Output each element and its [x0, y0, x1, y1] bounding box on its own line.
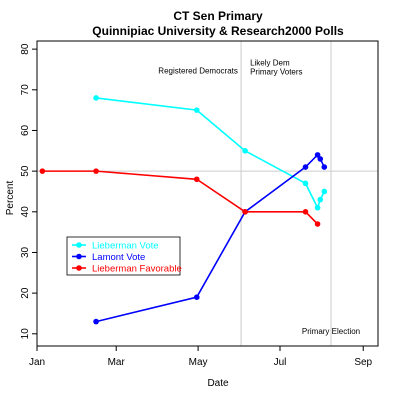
y-tick-label-20: 20	[20, 287, 31, 299]
data-point-lamont-vote-5	[314, 152, 321, 158]
data-point-lieberman-vote-3	[242, 148, 248, 154]
series-lamont-vote	[93, 152, 328, 325]
data-point-lieberman-vote-4	[302, 180, 309, 187]
chart-title: CT Sen Primary	[173, 9, 263, 23]
data-point-lieberman-vote-1	[93, 95, 99, 101]
data-point-lieberman-favorable-4	[242, 209, 248, 215]
data-point-lamont-vote-6	[317, 156, 324, 162]
series-lieberman-favorable	[39, 168, 321, 227]
series-line-lieberman-favorable	[42, 170, 319, 225]
series-lieberman-vote	[93, 95, 328, 211]
chart-subtitle: Quinnipiac University & Research2000 Pol…	[92, 24, 344, 38]
data-point-lieberman-favorable-5	[302, 209, 309, 215]
x-tick-label-sep: Sep	[354, 357, 372, 368]
legend-label-lieberman-favorable: Lieberman Favorable	[92, 264, 182, 275]
x-tick-label-jul: Jul	[274, 357, 287, 368]
y-tick-label-50: 50	[20, 165, 31, 177]
y-tick-label-70: 70	[20, 84, 31, 96]
data-point-lieberman-favorable-2	[93, 168, 99, 174]
reference-lines	[37, 41, 378, 346]
y-axis-label: Percent	[5, 181, 16, 216]
legend-marker-lieberman-favorable	[76, 265, 82, 271]
y-tick-label-30: 30	[20, 246, 31, 258]
data-point-lieberman-favorable-6	[314, 221, 321, 227]
series-layer	[39, 95, 328, 325]
x-tick-label-may: May	[189, 357, 208, 368]
y-tick-label-40: 40	[20, 206, 31, 218]
y-axis: 10 20 30 40 50 60 70 80	[20, 43, 37, 339]
x-tick-label-mar: Mar	[108, 357, 126, 368]
data-point-lamont-vote-2	[193, 294, 200, 301]
data-point-lieberman-vote-5	[314, 204, 321, 211]
annotation-3-line-1: Primary Election	[302, 327, 360, 336]
x-tick-label-jan: Jan	[29, 357, 45, 368]
legend-marker-lamont-vote	[76, 253, 82, 260]
data-point-lieberman-vote-6	[317, 196, 324, 203]
data-point-lamont-vote-7	[321, 164, 328, 170]
series-line-lieberman-vote	[95, 97, 326, 210]
data-point-lieberman-vote-7	[321, 188, 328, 195]
annotation-1-line-1: Registered Democrats	[158, 67, 238, 76]
y-tick-label-80: 80	[20, 43, 31, 55]
plot-area	[36, 40, 379, 347]
annotation-2-line-1: Likely Dem	[250, 58, 290, 67]
data-point-lamont-vote-4	[302, 164, 309, 170]
legend-marker-lieberman-vote	[76, 242, 82, 248]
annotation-2-line-2: Primary Voters	[250, 67, 302, 76]
x-axis: Jan Mar May Jul Sep	[29, 346, 373, 368]
data-point-lieberman-vote-2	[193, 107, 200, 113]
legend-label-lieberman-vote: Lieberman Vote	[92, 241, 159, 252]
data-point-lieberman-favorable-3	[193, 176, 200, 183]
y-tick-label-10: 10	[20, 328, 31, 340]
y-tick-label-60: 60	[20, 124, 31, 136]
legend-label-lamont-vote: Lamont Vote	[92, 252, 145, 263]
data-point-lieberman-favorable-1	[39, 168, 46, 174]
data-point-lamont-vote-1	[93, 318, 99, 325]
x-axis-label: Date	[207, 378, 229, 389]
